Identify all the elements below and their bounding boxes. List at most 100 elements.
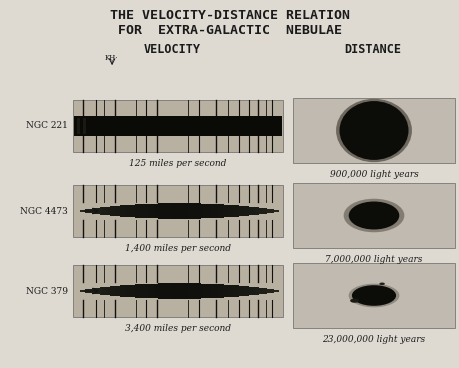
Bar — [292, 183, 454, 248]
Bar — [248, 206, 251, 216]
Bar — [175, 203, 178, 219]
Bar — [220, 284, 223, 298]
Bar — [115, 286, 118, 296]
Bar — [230, 285, 233, 297]
Ellipse shape — [339, 101, 408, 160]
Bar — [193, 204, 196, 219]
Bar — [140, 284, 143, 298]
Bar — [200, 283, 203, 298]
Bar — [147, 284, 151, 298]
Bar — [175, 283, 178, 299]
Bar — [258, 287, 261, 294]
Bar — [162, 283, 165, 299]
Bar — [183, 203, 185, 219]
Bar — [256, 207, 258, 215]
Bar — [127, 285, 130, 297]
Bar — [190, 283, 193, 299]
Bar — [205, 204, 208, 218]
Bar — [292, 98, 454, 163]
Ellipse shape — [349, 299, 358, 303]
Bar — [112, 286, 115, 296]
Bar — [188, 283, 190, 299]
Bar — [140, 204, 143, 218]
Bar — [117, 286, 120, 296]
Bar — [235, 205, 238, 217]
Bar — [74, 116, 281, 136]
Bar — [92, 288, 95, 294]
Ellipse shape — [348, 202, 398, 230]
Text: NGC 221: NGC 221 — [26, 121, 68, 131]
Bar — [266, 209, 269, 213]
Bar — [210, 204, 213, 218]
Text: VELOCITY: VELOCITY — [144, 43, 201, 56]
Bar — [170, 203, 173, 219]
Bar — [200, 204, 203, 219]
Ellipse shape — [343, 199, 403, 232]
Bar — [213, 204, 216, 218]
Bar — [137, 204, 140, 218]
Bar — [84, 209, 88, 213]
Bar — [102, 287, 105, 295]
Bar — [137, 284, 140, 298]
Bar — [263, 288, 266, 294]
Bar — [168, 283, 170, 299]
Bar — [168, 203, 170, 219]
Bar — [190, 203, 193, 219]
Bar — [150, 284, 153, 298]
Text: NGC 4473: NGC 4473 — [20, 206, 68, 216]
Bar — [160, 204, 163, 219]
Bar — [117, 206, 120, 216]
Bar — [198, 283, 201, 298]
Bar — [162, 204, 165, 219]
Bar — [100, 287, 102, 295]
Bar — [246, 206, 248, 216]
Ellipse shape — [336, 99, 411, 162]
Bar — [79, 210, 83, 212]
Bar — [150, 204, 153, 218]
Bar — [112, 206, 115, 216]
Bar — [90, 289, 93, 294]
Bar — [292, 263, 454, 328]
Bar — [178, 283, 180, 299]
Bar — [238, 286, 241, 296]
Bar — [102, 207, 105, 215]
Bar — [218, 284, 221, 298]
Bar — [208, 284, 211, 298]
Bar — [253, 207, 256, 215]
Bar — [238, 206, 241, 216]
Text: FOR  EXTRA-GALACTIC  NEBULAE: FOR EXTRA-GALACTIC NEBULAE — [118, 24, 341, 37]
Bar — [203, 204, 206, 218]
Bar — [180, 283, 183, 299]
Bar — [142, 204, 146, 218]
Text: 900,000 light years: 900,000 light years — [329, 170, 418, 179]
Text: 125 miles per second: 125 miles per second — [129, 159, 226, 168]
Bar — [258, 208, 261, 215]
Bar — [195, 283, 198, 298]
Bar — [125, 205, 128, 217]
Bar — [223, 284, 226, 297]
Bar — [215, 284, 218, 298]
Bar — [170, 283, 173, 299]
Bar — [223, 205, 226, 217]
Bar — [253, 287, 256, 295]
Bar — [82, 210, 85, 212]
Bar — [120, 286, 123, 297]
Bar — [268, 289, 271, 293]
Bar — [127, 205, 130, 217]
Text: 7,000,000 light years: 7,000,000 light years — [325, 255, 422, 264]
Bar — [122, 285, 125, 297]
Bar — [178, 203, 180, 219]
Bar — [246, 286, 248, 296]
Text: NGC 379: NGC 379 — [26, 287, 68, 296]
Text: 23,000,000 light years: 23,000,000 light years — [322, 335, 425, 344]
Bar — [220, 204, 223, 217]
Bar — [271, 209, 274, 213]
Bar — [105, 287, 107, 295]
Bar — [82, 290, 85, 292]
Bar — [243, 286, 246, 296]
Bar — [145, 284, 148, 298]
Bar — [173, 283, 175, 299]
Bar — [241, 206, 243, 216]
Bar — [230, 205, 233, 217]
Bar — [273, 290, 276, 292]
